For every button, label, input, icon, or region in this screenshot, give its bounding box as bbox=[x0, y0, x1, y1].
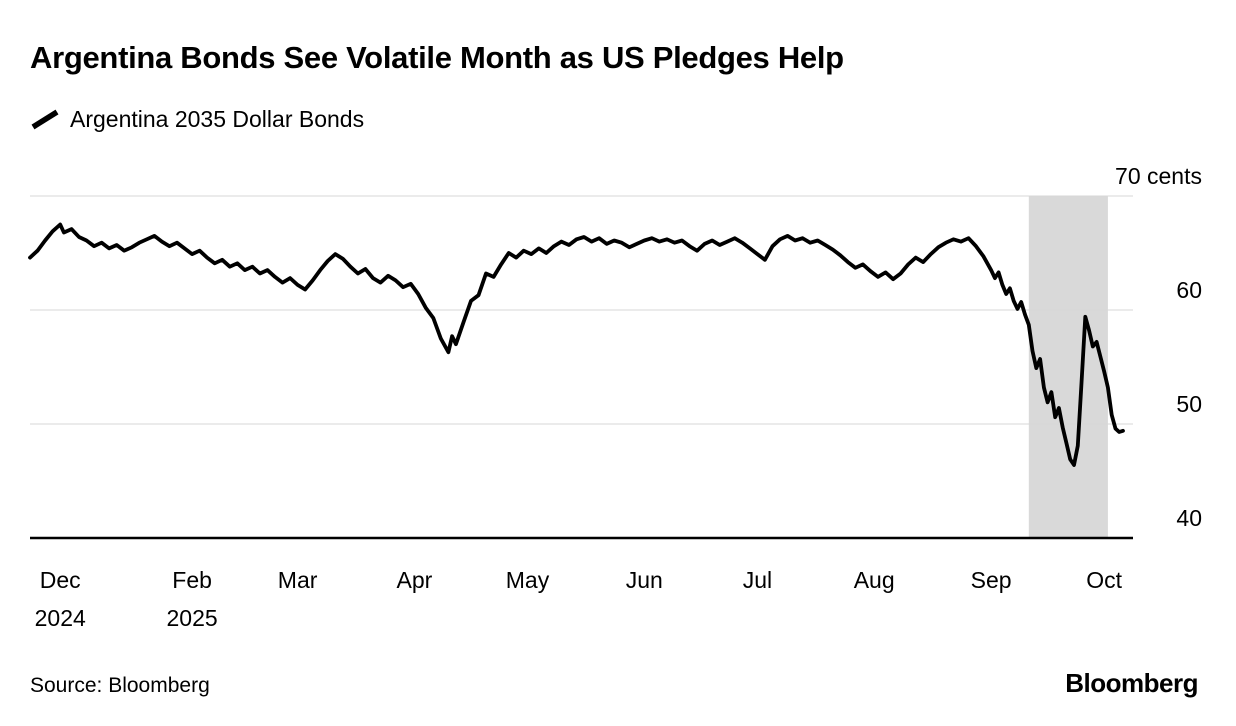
x-axis-label-may: May bbox=[506, 567, 550, 593]
legend: Argentina 2035 Dollar Bonds bbox=[30, 106, 364, 133]
x-axis-label-feb: Feb bbox=[172, 567, 212, 593]
x-axis-sublabel-2025: 2025 bbox=[167, 605, 218, 631]
source-label: Source: Bloomberg bbox=[30, 674, 210, 697]
x-axis-label-oct: Oct bbox=[1086, 567, 1122, 593]
x-axis-label-dec: Dec bbox=[40, 567, 81, 593]
y-axis-label-70: 70 cents bbox=[1115, 163, 1202, 189]
line-chart: 70 cents 60 50 40 Dec 2024 Feb 2025 Mar Apr May Jun… bbox=[28, 163, 1202, 631]
x-axis-label-mar: Mar bbox=[278, 567, 318, 593]
x-axis-label-jun: Jun bbox=[626, 567, 663, 593]
x-axis-label-sep: Sep bbox=[971, 567, 1012, 593]
x-axis-label-aug: Aug bbox=[854, 567, 895, 593]
legend-label: Argentina 2035 Dollar Bonds bbox=[70, 106, 365, 132]
x-axis-label-apr: Apr bbox=[397, 567, 433, 593]
y-axis-label-50: 50 bbox=[1176, 391, 1202, 417]
chart-title: Argentina Bonds See Volatile Month as US… bbox=[30, 40, 844, 75]
bloomberg-logo: Bloomberg bbox=[1065, 668, 1198, 698]
price-line-argentina-2035-bonds bbox=[28, 222, 1125, 467]
x-axis-label-jul: Jul bbox=[743, 567, 772, 593]
legend-line-swatch-icon bbox=[31, 109, 59, 129]
y-axis-label-60: 60 bbox=[1176, 277, 1202, 303]
x-axis-sublabel-2024: 2024 bbox=[35, 605, 86, 631]
y-axis-label-40: 40 bbox=[1176, 505, 1202, 531]
